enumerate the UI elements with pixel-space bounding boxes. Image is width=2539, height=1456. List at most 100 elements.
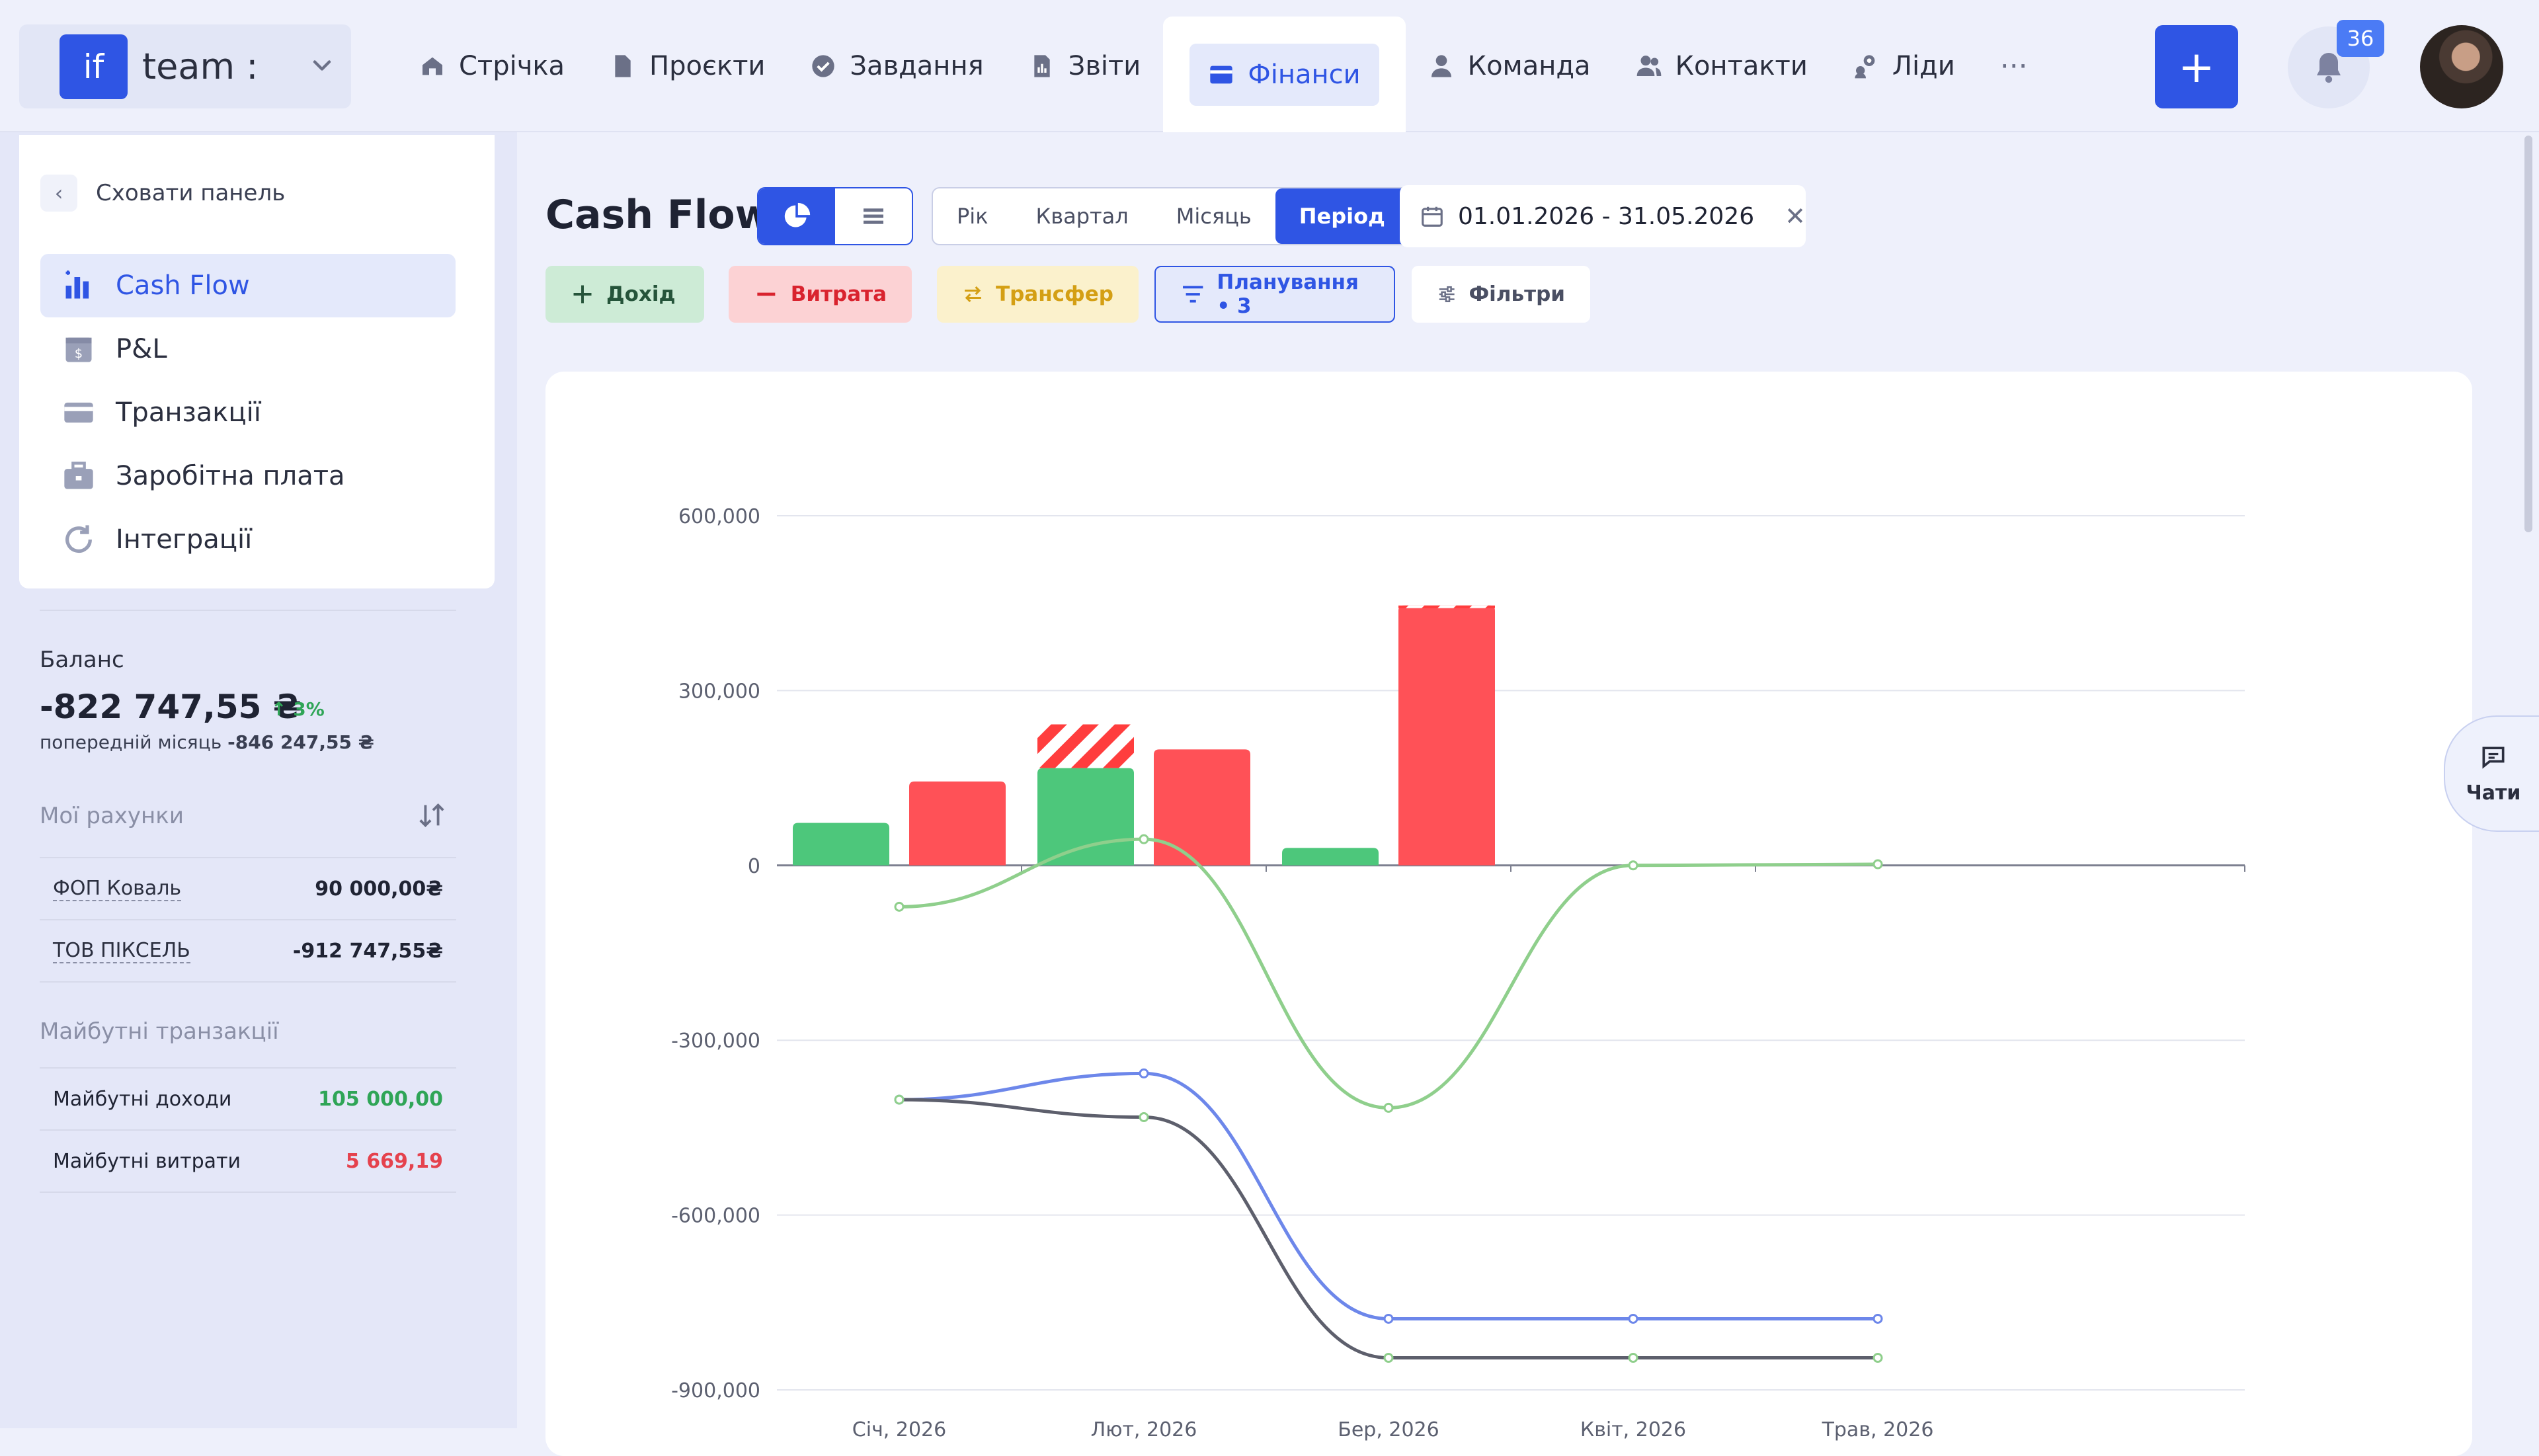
team-switcher[interactable]: if team : [19,24,351,108]
series-point [1873,1313,1883,1324]
hide-panel-button[interactable]: ‹ Сховати панель [40,175,285,212]
planning-button[interactable]: Планування • 3 [1154,266,1395,323]
nav-label: Команда [1467,51,1591,81]
team-name: team : [142,46,259,87]
series-point [1628,1353,1638,1363]
cash-flow-chart-card: 600,000 300,000 0 -300,000 -600,000 -900,000 С… [545,372,2472,1456]
add-transfer-button[interactable]: Трансфер [937,266,1139,323]
series-point [1383,1313,1394,1324]
sidebar-menu: Cash Flow $ P&L Транзакції Заробітна пла… [40,254,456,571]
sidebar-menu-card: ‹ Сховати панель Cash Flow $ P&L Транзак… [19,135,495,588]
expense-bar [1398,605,1495,866]
y-tick-label: 600,000 [678,505,760,528]
sidebar-item-label: Інтеграції [116,524,253,555]
person-icon [1431,55,1451,77]
clear-date-icon[interactable]: ✕ [1785,202,1806,231]
add-income-label: Дохід [606,282,676,306]
tab-quarter[interactable]: Квартал [1035,204,1129,229]
balance-change: ↑ 3% [271,698,325,720]
sidebar-item-label: Заробітна плата [116,461,345,491]
balance-value: -822 747,55 ₴ [40,688,302,726]
chats-label: Чати [2466,781,2521,805]
sort-icon[interactable] [417,800,447,830]
y-tick-label: 0 [748,855,760,878]
tab-period[interactable]: Період [1275,188,1409,244]
series-point [1873,1353,1883,1363]
tab-year[interactable]: Рік [957,204,988,229]
balance-previous: попередній місяць -846 247,55 ₴ [40,731,374,753]
sidebar-item-label: Cash Flow [116,270,250,301]
date-range-picker[interactable]: 01.01.2026 - 31.05.2026 ✕ [1400,185,1806,247]
series-point [1383,1102,1394,1113]
app-logo: if [60,34,128,99]
nav-label: Завдання [850,51,984,81]
file-icon [615,55,631,77]
nav-item-team[interactable]: Команда [1406,17,1613,116]
nav-item-projects[interactable]: Проєкти [587,17,787,116]
future-expense-value: 5 669,19 [345,1149,443,1173]
calendar-dollar-icon: $ [65,337,92,362]
sidebar-item-cash-flow[interactable]: Cash Flow [40,254,456,317]
series-point [894,1094,905,1105]
account-row[interactable]: ТОВ ПІКСЕЛЬ -912 747,55₴ [40,920,456,983]
add-income-button[interactable]: Дохід [545,266,704,323]
x-tick-label: Трав, 2026 [1822,1418,1934,1441]
leads-icon [1855,55,1875,79]
nav-item-feed[interactable]: Стрічка [397,17,587,116]
card-icon [1210,65,1232,83]
nav-more-button[interactable]: ··· [1999,49,2028,83]
nav-item-leads[interactable]: Ліди [1830,17,1978,116]
account-balance: 90 000,00₴ [315,877,443,901]
list-view-button[interactable] [835,188,912,244]
y-tick-label: -900,000 [671,1379,760,1402]
date-range-value: 01.01.2026 - 31.05.2026 [1458,202,1755,230]
page-scrollbar[interactable] [2524,136,2532,532]
chart-view-button[interactable] [758,188,835,244]
calendar-icon [1422,206,1443,227]
series-point [1628,1313,1638,1324]
plus-icon [573,285,592,303]
minus-icon [757,292,776,296]
sidebar-item-label: Транзакції [116,397,261,428]
planned-income-bar [1037,724,1134,768]
income-bar [1282,848,1379,866]
nav-item-finance[interactable]: Фінанси [1163,17,1406,132]
svg-text:$: $ [75,346,83,361]
filters-button[interactable]: Фільтри [1412,266,1590,323]
account-name: ТОВ ПІКСЕЛЬ [53,938,190,963]
expense-bar [1154,749,1250,866]
briefcase-icon [64,462,93,489]
add-transfer-label: Трансфер [995,282,1113,306]
user-avatar[interactable] [2420,25,2503,108]
nav-item-tasks[interactable]: Завдання [787,17,1006,116]
nav-item-reports[interactable]: Звіти [1006,17,1164,116]
series-line [899,1071,1878,1320]
pie-chart-icon [784,202,811,227]
income-bar [1037,768,1134,866]
cash-flow-chart: 600,000 300,000 0 -300,000 -600,000 -900,000 С… [671,505,2245,1441]
check-circle-icon [812,55,835,77]
series-point [1139,1112,1149,1123]
sidebar-item-integrations[interactable]: Інтеграції [40,508,456,571]
tab-month[interactable]: Місяць [1176,204,1252,229]
add-button[interactable]: + [2155,25,2238,108]
future-income-row[interactable]: Майбутні доходи 105 000,00 [40,1069,456,1131]
balance-previous-label: попередній місяць [40,731,222,753]
series-point [1139,1068,1149,1078]
planned-expense-bar [1398,605,1495,608]
top-navbar: if team : Стрічка Проєкти Завдання Звіти… [0,0,2539,132]
report-icon [1034,55,1050,77]
future-income-value: 105 000,00 [318,1087,443,1111]
sidebar-item-transactions[interactable]: Транзакції [40,381,456,444]
sidebar-item-payroll[interactable]: Заробітна плата [40,444,456,508]
account-row[interactable]: ФОП Коваль 90 000,00₴ [40,858,456,920]
nav-item-contacts[interactable]: Контакти [1613,17,1830,116]
add-expense-button[interactable]: Витрата [729,266,912,323]
x-tick-label: Бер, 2026 [1338,1418,1439,1441]
chats-button[interactable]: Чати [2444,715,2539,832]
y-tick-label: 300,000 [678,680,760,703]
future-expense-row[interactable]: Майбутні витрати 5 669,19 [40,1131,456,1193]
series-point [1383,1353,1394,1363]
sidebar-item-pnl[interactable]: $ P&L [40,317,456,381]
series-point [1873,859,1883,870]
